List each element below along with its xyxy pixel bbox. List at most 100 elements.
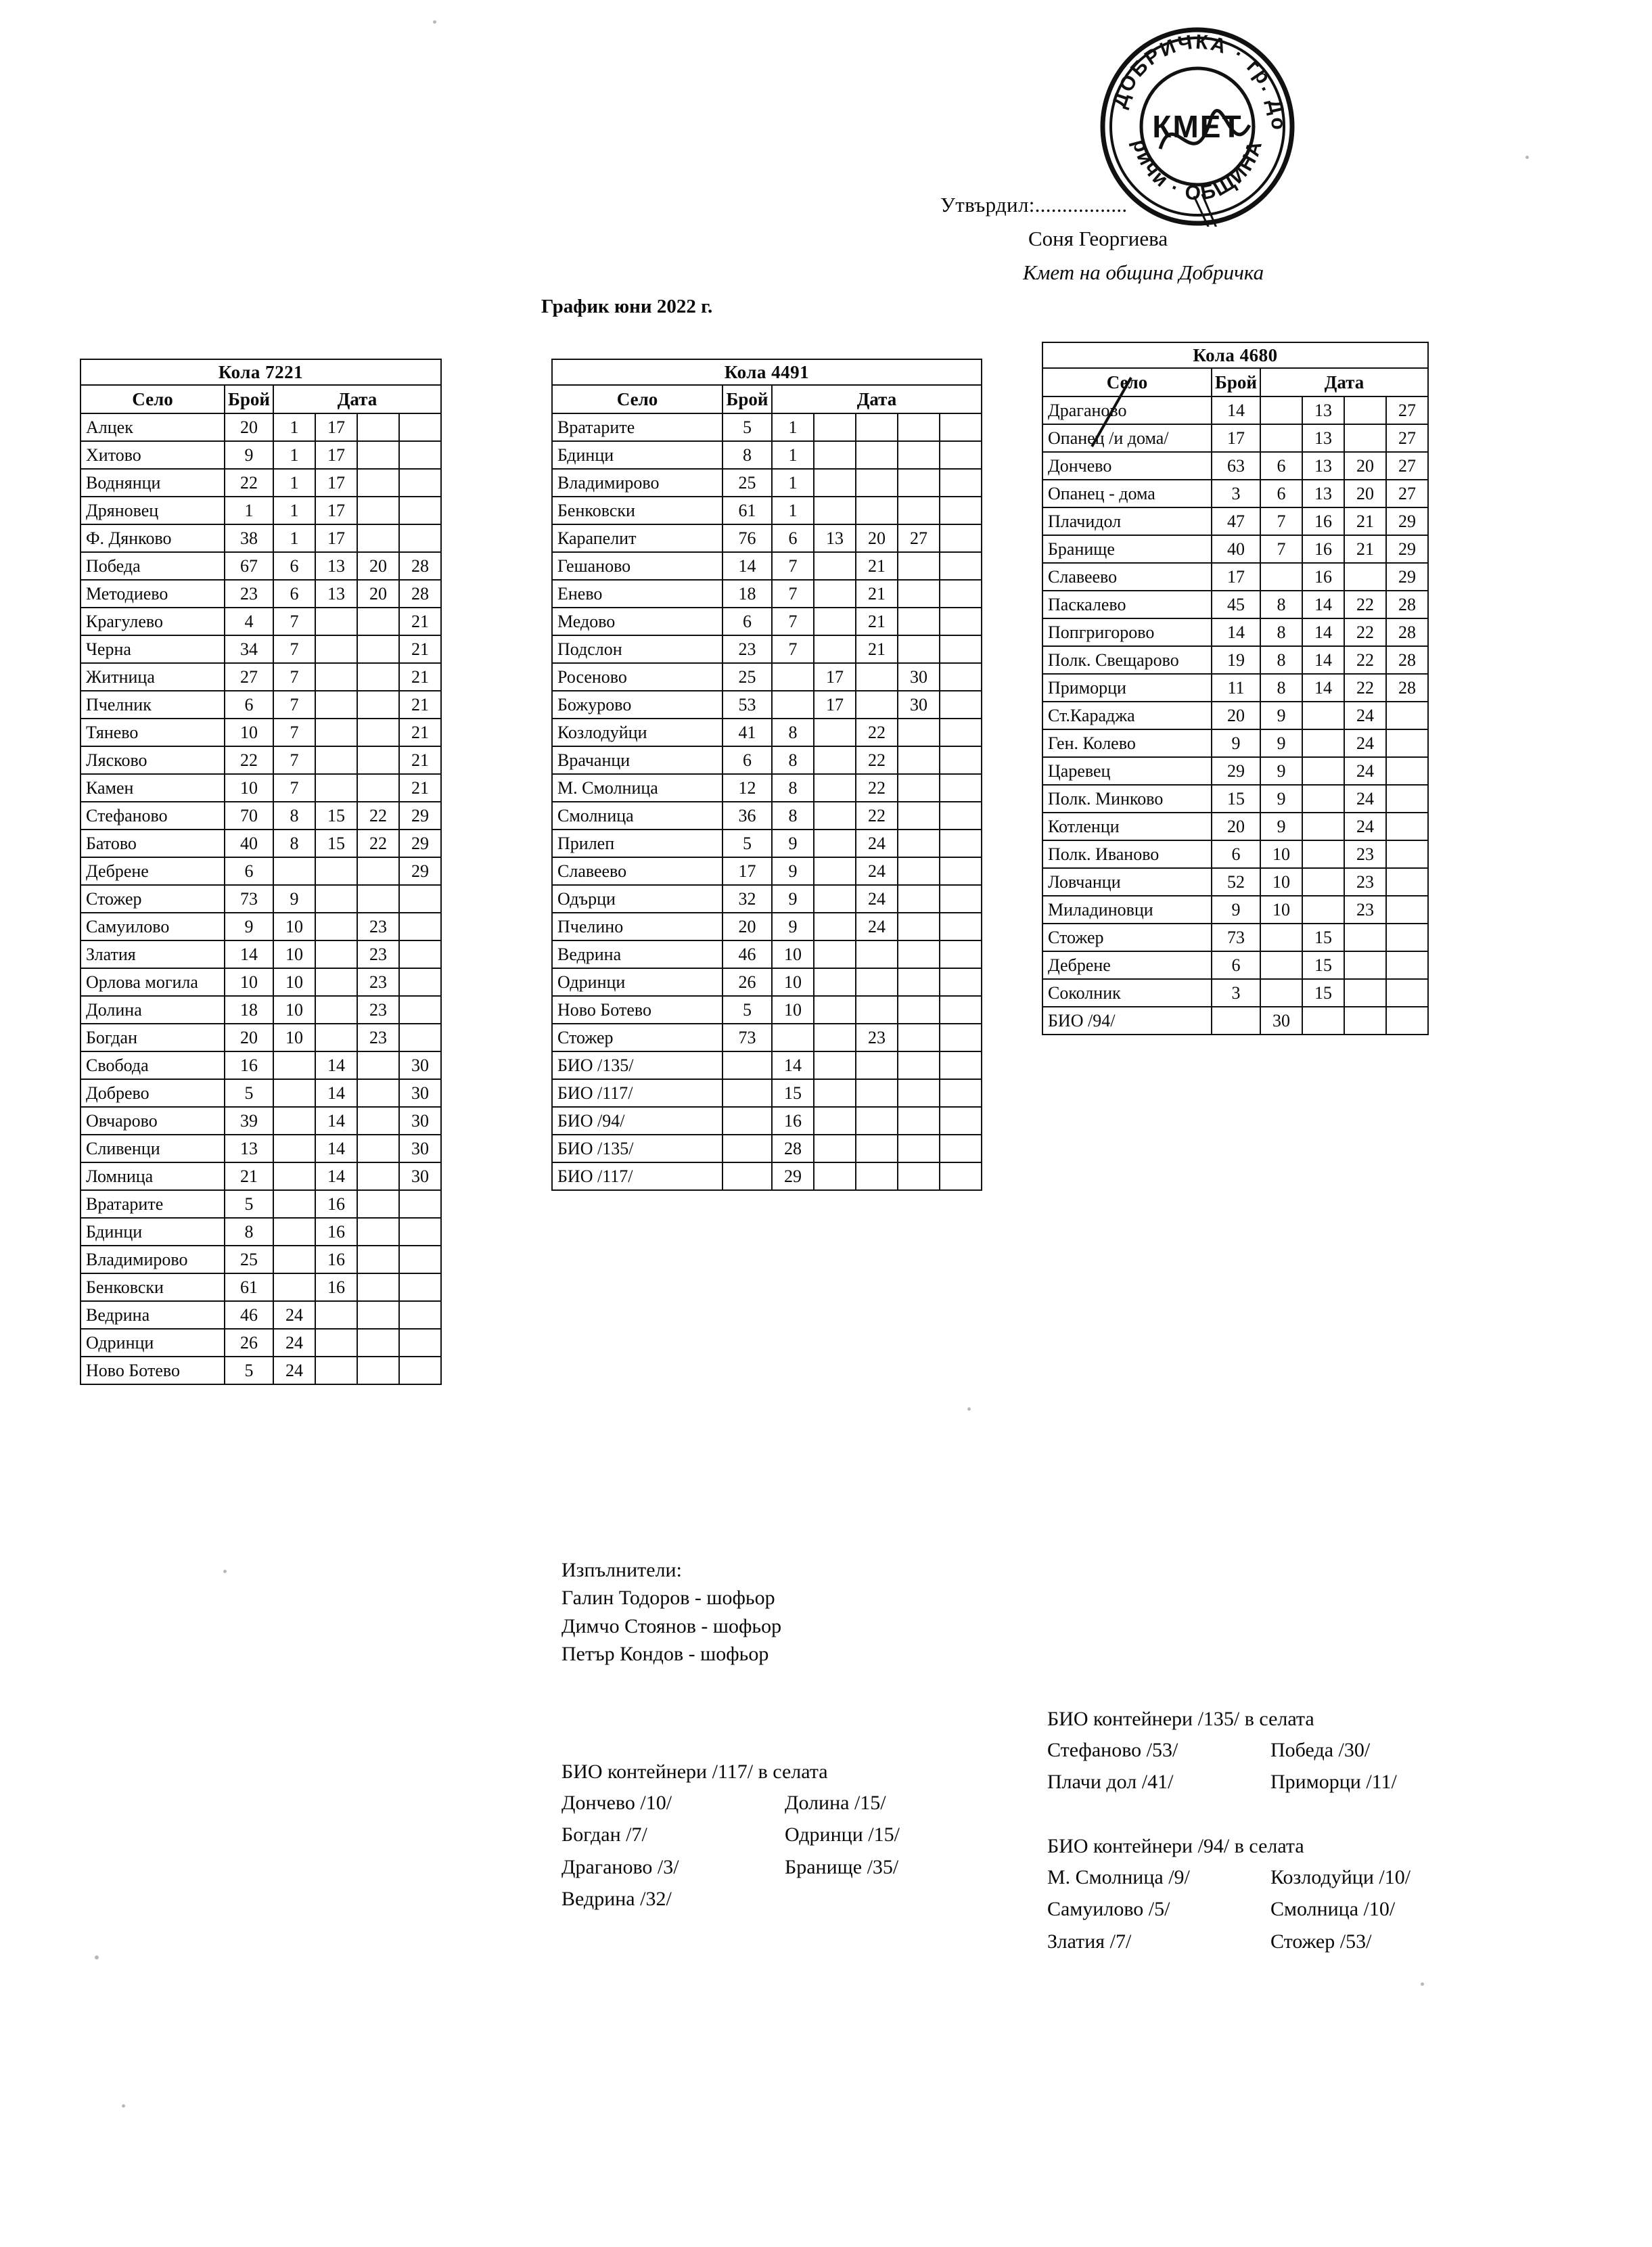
cell-village: БИО /117/ (551, 1162, 723, 1191)
cell-count: 5 (224, 1189, 274, 1219)
cell-date (855, 496, 898, 525)
cell-village: Котленци (1042, 812, 1212, 841)
table-row: Дебрене 6 15 (1042, 951, 1429, 980)
column-header-date: Дата (771, 384, 982, 414)
cell-date (813, 995, 856, 1024)
cell-date: 14 (1302, 590, 1345, 619)
cell-date (357, 1106, 400, 1135)
cell-date (855, 1079, 898, 1108)
cell-date: 7 (273, 746, 316, 775)
cell-date: 23 (357, 1023, 400, 1052)
executor-name: Галин Тодоров - шофьор (561, 1587, 775, 1610)
cell-date (939, 607, 982, 636)
cell-village: Пчелино (551, 912, 723, 941)
cell-date: 16 (315, 1189, 358, 1219)
cell-date: 14 (1302, 673, 1345, 702)
bio-list-title: БИО контейнери /117/ в селата (561, 1761, 828, 1783)
cell-date (273, 1134, 316, 1163)
cell-count: 6 (224, 857, 274, 886)
cell-date: 22 (1344, 645, 1387, 675)
cell-date (813, 801, 856, 830)
cell-village: БИО /135/ (551, 1134, 723, 1163)
cell-date: 16 (1302, 535, 1345, 564)
cell-date (897, 912, 940, 941)
cell-village: Сливенци (80, 1134, 225, 1163)
cell-village: Стожер (1042, 923, 1212, 952)
cell-date (357, 635, 400, 664)
cell-date: 24 (855, 857, 898, 886)
cell-date: 14 (315, 1051, 358, 1080)
table-row: Божурово 53 17 30 (551, 690, 982, 719)
table-row: Врачанци 6 8 22 (551, 746, 982, 775)
cell-date: 8 (1260, 673, 1303, 702)
cell-date: 22 (1344, 673, 1387, 702)
cell-date (897, 968, 940, 997)
table-row: Свобода 16 14 30 (80, 1051, 442, 1080)
cell-date (1385, 923, 1429, 952)
cell-date (398, 496, 442, 525)
municipality-stamp-icon: ДОБРИЧКА · гр. Доб ричи · ОБЩИНА КМЕТ (1085, 6, 1302, 249)
cell-count: 3 (1211, 978, 1261, 1007)
cell-date: 29 (398, 857, 442, 886)
cell-date: 28 (1385, 673, 1429, 702)
cell-date: 22 (1344, 618, 1387, 647)
cell-date: 27 (1385, 424, 1429, 453)
cell-date: 7 (273, 718, 316, 747)
cell-village: Ловчанци (1042, 867, 1212, 896)
cell-village: Добрево (80, 1079, 225, 1108)
cell-date (273, 1051, 316, 1080)
cell-date (315, 1300, 358, 1330)
cell-village: Приморци (1042, 673, 1212, 702)
cell-village: Вратарите (551, 413, 723, 442)
column-header-village: Село (1042, 367, 1212, 397)
cell-date (813, 1079, 856, 1108)
cell-date: 1 (273, 524, 316, 553)
cell-date (813, 579, 856, 608)
cell-count: 5 (722, 995, 773, 1024)
cell-count: 14 (224, 940, 274, 969)
cell-count: 17 (1211, 562, 1261, 591)
cell-date (813, 1162, 856, 1191)
cell-date (1302, 784, 1345, 813)
cell-date (939, 440, 982, 470)
cell-date (939, 413, 982, 442)
cell-village: БИО /135/ (551, 1051, 723, 1080)
cell-date (897, 1162, 940, 1191)
cell-date: 21 (398, 746, 442, 775)
cell-date (1302, 756, 1345, 786)
cell-date: 24 (273, 1328, 316, 1357)
cell-date (813, 551, 856, 581)
cell-date (273, 1217, 316, 1246)
cell-count: 6 (1211, 840, 1261, 869)
cell-count (722, 1106, 773, 1135)
executor-name: Димчо Стоянов - шофьор (561, 1614, 782, 1637)
cell-date: 16 (1302, 562, 1345, 591)
cell-date: 24 (1344, 729, 1387, 758)
cell-date (813, 968, 856, 997)
cell-date (897, 551, 940, 581)
cell-village: Подслон (551, 635, 723, 664)
cell-date (897, 1106, 940, 1135)
cell-count: 13 (224, 1134, 274, 1163)
table-row: Ст.Караджа 20 9 24 (1042, 701, 1429, 730)
cell-date: 7 (771, 579, 814, 608)
cell-date: 13 (1302, 479, 1345, 508)
cell-count: 14 (1211, 396, 1261, 425)
cell-date (357, 496, 400, 525)
cell-date (939, 718, 982, 747)
cell-date: 9 (771, 912, 814, 941)
cell-date (897, 1051, 940, 1080)
cell-date: 14 (315, 1134, 358, 1163)
cell-date (398, 1328, 442, 1357)
cell-count: 61 (224, 1273, 274, 1302)
cell-count: 22 (224, 468, 274, 497)
cell-date (1385, 895, 1429, 924)
cell-date: 27 (897, 524, 940, 553)
cell-date: 13 (1302, 451, 1345, 480)
cell-date (939, 468, 982, 497)
table-row: Енево 18 7 21 (551, 579, 982, 608)
cell-count: 32 (722, 884, 773, 913)
cell-date: 7 (273, 607, 316, 636)
table-row: Бдинци 8 16 (80, 1217, 442, 1246)
table-group-title: Кола 4680 (1042, 342, 1429, 369)
